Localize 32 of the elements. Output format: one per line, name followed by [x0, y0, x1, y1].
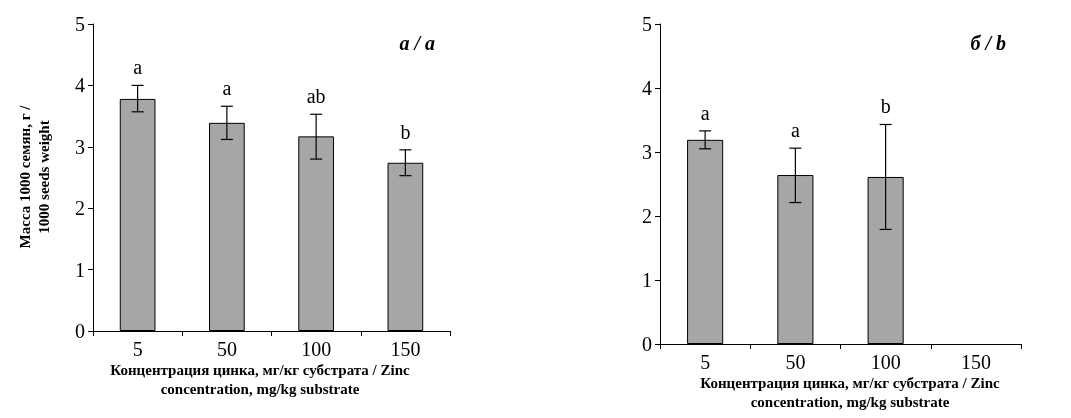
annotation: b	[400, 120, 411, 143]
y-tick-label: 2	[642, 205, 652, 227]
y-tick-label: 0	[642, 333, 652, 355]
x-tick-label: 150	[960, 351, 991, 373]
x-tick-label: 5	[132, 338, 143, 360]
y-tick-label: 4	[642, 77, 652, 99]
annotation: b	[880, 95, 891, 118]
y-axis-title: Масса 1000 семян, г / 1000 seeds weight	[16, 104, 53, 250]
chart-title: б / b	[970, 32, 1007, 54]
annotation: a	[700, 101, 710, 124]
y-tick-label: 3	[642, 141, 652, 163]
annotation: a	[133, 56, 143, 79]
y-tick-label: 1	[642, 269, 652, 291]
y-tick-label: 5	[75, 13, 85, 35]
x-axis-title: Концентрация цинка, мг/кг субстрата / Zinc concentration, mg/kg substrate	[110, 361, 410, 399]
y-tick-label: 1	[75, 258, 85, 281]
x-tick-label: 100	[870, 351, 901, 373]
annotation: a	[790, 119, 800, 142]
x-tick-label: 150	[390, 338, 421, 360]
annotation: ab	[306, 85, 326, 108]
annotation: a	[222, 77, 232, 100]
y-tick-label: 4	[75, 74, 85, 97]
x-tick-label: 100	[301, 338, 332, 360]
x-tick-label: 50	[216, 338, 237, 360]
x-tick-label: 50	[785, 351, 806, 373]
y-tick-label: 0	[75, 320, 85, 342]
y-tick-label: 2	[75, 197, 85, 220]
chart-title: a / a	[399, 32, 436, 54]
y-tick-label: 3	[75, 135, 85, 158]
x-tick-label: 5	[700, 351, 711, 373]
y-tick-label: 5	[642, 13, 652, 35]
x-axis-title: Концентрация цинка, мг/кг субстрата / Zinc concentration, mg/kg substrate	[700, 374, 1000, 412]
